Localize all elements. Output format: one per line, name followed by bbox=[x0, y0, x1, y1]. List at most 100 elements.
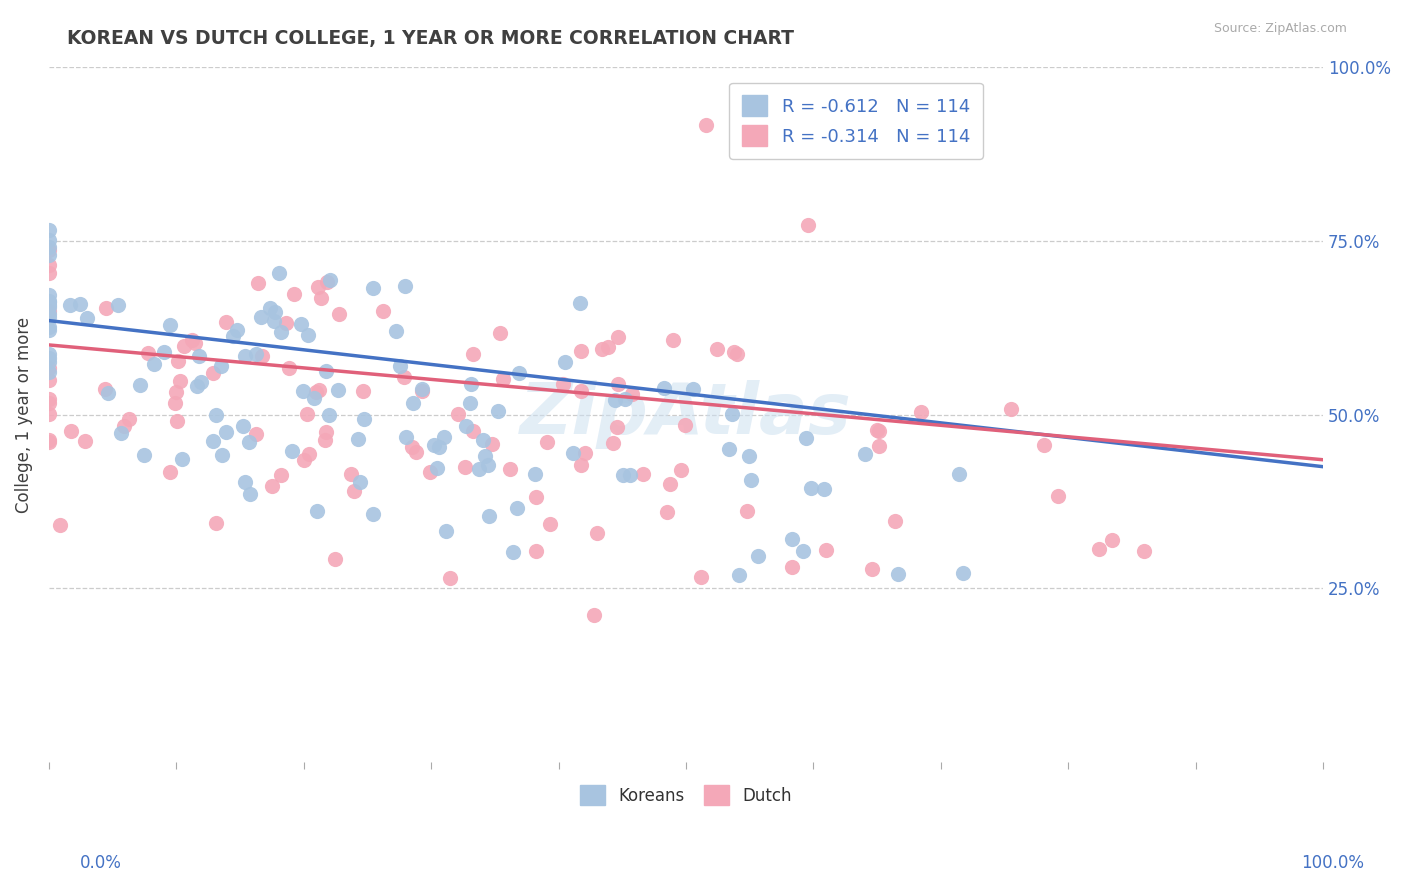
Point bbox=[250, 310, 273, 325]
Point bbox=[209, 359, 232, 373]
Point bbox=[434, 524, 457, 539]
Point bbox=[307, 280, 329, 294]
Point bbox=[477, 458, 499, 472]
Point bbox=[740, 473, 762, 487]
Point bbox=[405, 444, 427, 458]
Point bbox=[554, 355, 576, 369]
Point bbox=[718, 442, 741, 456]
Point bbox=[423, 438, 446, 452]
Point bbox=[60, 424, 83, 438]
Point bbox=[419, 465, 441, 479]
Point bbox=[606, 377, 628, 392]
Point bbox=[309, 291, 332, 305]
Text: ZipAtlas: ZipAtlas bbox=[520, 380, 852, 449]
Point bbox=[107, 298, 129, 312]
Point bbox=[38, 298, 60, 312]
Point bbox=[96, 301, 118, 315]
Point bbox=[38, 351, 60, 365]
Point bbox=[569, 384, 592, 399]
Point bbox=[887, 567, 910, 582]
Point bbox=[260, 479, 283, 493]
Point bbox=[238, 434, 260, 449]
Point bbox=[721, 408, 744, 422]
Point bbox=[1132, 543, 1154, 558]
Point bbox=[524, 490, 547, 504]
Point bbox=[780, 533, 803, 547]
Point bbox=[49, 517, 72, 532]
Point bbox=[371, 304, 394, 318]
Point bbox=[728, 568, 751, 582]
Point bbox=[129, 378, 152, 392]
Point bbox=[662, 334, 685, 348]
Point bbox=[302, 392, 325, 406]
Point bbox=[239, 486, 262, 500]
Point bbox=[474, 450, 496, 464]
Point bbox=[173, 339, 195, 353]
Point bbox=[38, 288, 60, 302]
Point bbox=[596, 340, 619, 354]
Point bbox=[1033, 438, 1056, 452]
Point bbox=[319, 273, 342, 287]
Point bbox=[283, 286, 305, 301]
Point bbox=[1047, 489, 1070, 503]
Point bbox=[725, 347, 748, 361]
Point bbox=[591, 342, 613, 356]
Point bbox=[118, 411, 141, 425]
Point bbox=[38, 310, 60, 324]
Point bbox=[460, 376, 482, 391]
Point bbox=[323, 551, 346, 566]
Point bbox=[328, 384, 350, 398]
Point bbox=[612, 468, 634, 483]
Point bbox=[706, 342, 728, 356]
Point bbox=[277, 361, 299, 376]
Point bbox=[308, 384, 330, 398]
Point bbox=[432, 430, 454, 444]
Point bbox=[747, 549, 769, 564]
Point bbox=[652, 381, 675, 395]
Point bbox=[270, 326, 292, 340]
Point bbox=[38, 360, 60, 375]
Point bbox=[232, 419, 254, 434]
Point bbox=[97, 385, 120, 400]
Point bbox=[159, 318, 181, 332]
Point bbox=[346, 432, 368, 446]
Point bbox=[38, 243, 60, 257]
Point bbox=[695, 118, 717, 132]
Text: 0.0%: 0.0% bbox=[80, 855, 122, 872]
Point bbox=[165, 384, 187, 399]
Point bbox=[401, 440, 423, 454]
Point bbox=[481, 437, 503, 451]
Point bbox=[132, 448, 155, 462]
Point bbox=[813, 482, 835, 496]
Point bbox=[38, 433, 60, 447]
Point bbox=[797, 218, 820, 232]
Point bbox=[738, 449, 761, 463]
Point bbox=[316, 275, 339, 289]
Point bbox=[569, 296, 592, 310]
Point bbox=[38, 223, 60, 237]
Point bbox=[38, 392, 60, 406]
Point bbox=[411, 382, 433, 396]
Point bbox=[394, 278, 416, 293]
Point bbox=[245, 347, 267, 361]
Point bbox=[794, 431, 817, 445]
Point bbox=[233, 350, 256, 364]
Point bbox=[38, 233, 60, 247]
Point bbox=[582, 608, 605, 623]
Point bbox=[38, 240, 60, 254]
Point bbox=[392, 370, 415, 384]
Point bbox=[38, 355, 60, 369]
Point bbox=[385, 325, 408, 339]
Point bbox=[669, 463, 692, 477]
Point bbox=[222, 329, 245, 343]
Point bbox=[352, 384, 374, 399]
Point bbox=[682, 383, 704, 397]
Point bbox=[169, 375, 191, 389]
Point bbox=[602, 435, 624, 450]
Point bbox=[172, 452, 194, 467]
Point bbox=[186, 379, 208, 393]
Point bbox=[259, 301, 281, 315]
Point bbox=[402, 396, 425, 410]
Point bbox=[551, 376, 574, 391]
Point bbox=[502, 545, 524, 559]
